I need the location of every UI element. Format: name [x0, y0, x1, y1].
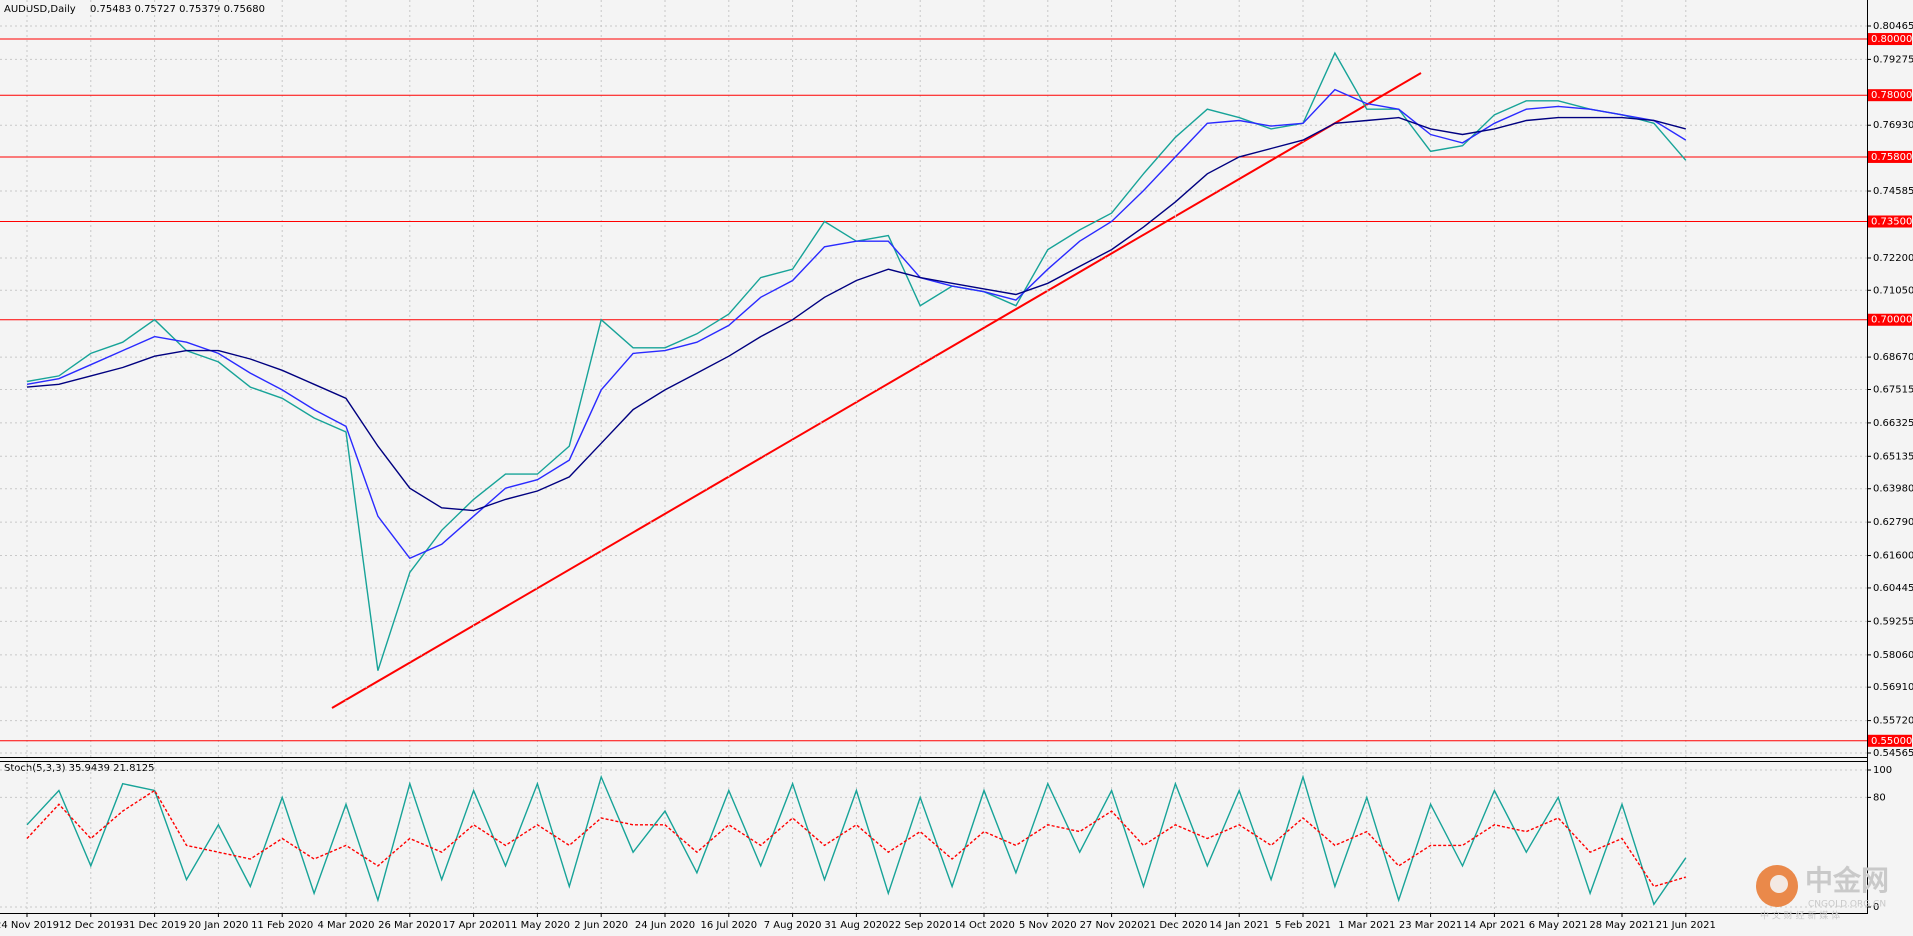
level-label: 0.55000: [1871, 736, 1912, 747]
x-tick-label: 14 Oct 2020: [953, 920, 1015, 931]
level-label-box: [1868, 313, 1912, 326]
x-tick-label: 21 Jun 2021: [1656, 920, 1716, 931]
series-line: [26, 774, 1687, 906]
x-tick-label: 20 Jan 2020: [188, 920, 248, 931]
x-tick-label: 11 May 2020: [505, 920, 570, 931]
y-tick-label: 0.79275: [1873, 54, 1913, 65]
x-tick-label: 14 Jan 2021: [1209, 920, 1269, 931]
level-label: 0.78000: [1871, 90, 1912, 101]
y-tick-label: 0.59255: [1873, 616, 1913, 627]
level-label: 0.73500: [1871, 217, 1912, 228]
x-tick-label: 14 Apr 2021: [1463, 920, 1525, 931]
y-tick-label: 0.58060: [1873, 650, 1913, 661]
y-tick-label: 0.80465: [1873, 21, 1913, 32]
y-tick-label: 0.54565: [1873, 748, 1913, 759]
x-tick-label: 24 Nov 2019: [0, 920, 59, 931]
x-tick-label: 31 Aug 2020: [824, 920, 888, 931]
x-tick-label: 5 Nov 2020: [1019, 920, 1077, 931]
watermark: 中金网 CNGOLD.ORG.CN 中 文 财 经 新 媒 体: [1756, 864, 1889, 922]
x-tick-label: 5 Feb 2021: [1275, 920, 1331, 931]
y-tick-label: 0.71050: [1873, 285, 1913, 296]
y-tick-label: 0.72200: [1873, 253, 1913, 264]
x-tick-label: 23 Mar 2021: [1399, 920, 1462, 931]
indicator-title: Stoch(5,3,3) 35.9439 21.8125: [4, 763, 155, 774]
y-tick-label: 0.56910: [1873, 682, 1913, 693]
x-tick-label: 16 Jul 2020: [700, 920, 757, 931]
y-tick-label: 0: [1873, 902, 1879, 913]
x-tick-label: 22 Sep 2020: [889, 920, 952, 931]
x-tick-label: 21 Dec 2020: [1143, 920, 1207, 931]
level-label-box: [1868, 150, 1912, 163]
level-label-box: [1868, 33, 1912, 46]
y-tick-label: 0.66325: [1873, 418, 1913, 429]
y-tick-label: 80: [1873, 792, 1886, 803]
y-tick-label: 0.60445: [1873, 583, 1913, 594]
x-tick-label: 27 Nov 2020: [1080, 920, 1144, 931]
x-tick-label: 17 Apr 2020: [443, 920, 505, 931]
x-tick-label: 6 May 2021: [1529, 920, 1588, 931]
x-tick-label: 7 Aug 2020: [764, 920, 822, 931]
level-label: 0.75800: [1871, 152, 1912, 163]
level-label-box: [1868, 89, 1912, 102]
series-line: [26, 88, 1687, 560]
x-tick-label: 31 Dec 2019: [123, 920, 187, 931]
y-tick-label: 0.55720: [1873, 716, 1913, 727]
series-line: [26, 789, 1686, 888]
level-label-box: [1868, 734, 1912, 747]
x-tick-label: 28 May 2021: [1589, 920, 1654, 931]
y-tick-label: 0.63980: [1873, 484, 1913, 495]
series-line: [26, 116, 1686, 512]
watermark-brand: 中金网: [1805, 864, 1889, 897]
watermark-site: CNGOLD.ORG.CN: [1808, 900, 1886, 910]
ohlc: 0.75483 0.75727 0.75379 0.75680: [90, 4, 265, 15]
y-tick-label: 100: [1873, 765, 1892, 776]
symbol: AUDUSD,Daily: [4, 4, 76, 15]
y-tick-label: 0.61600: [1873, 551, 1913, 562]
x-tick-label: 2 Jun 2020: [574, 920, 628, 931]
x-tick-label: 1 Mar 2021: [1338, 920, 1395, 931]
x-tick-label: 11 Feb 2020: [251, 920, 313, 931]
level-label-box: [1868, 215, 1912, 228]
level-label: 0.70000: [1871, 315, 1912, 326]
y-tick-label: 0.68670: [1873, 352, 1913, 363]
x-tick-label: 12 Dec 2019: [59, 920, 123, 931]
x-tick-label: 26 Mar 2020: [378, 920, 441, 931]
x-tick-label: 24 Jun 2020: [635, 920, 695, 931]
y-tick-label: 0.76930: [1873, 120, 1913, 131]
level-label: 0.80000: [1871, 34, 1912, 45]
y-tick-label: 0.67515: [1873, 385, 1913, 396]
y-tick-label: 0.65135: [1873, 451, 1913, 462]
watermark-logo: [1770, 875, 1788, 893]
y-tick-label: 0.62790: [1873, 517, 1913, 528]
y-tick-label: 0.74585: [1873, 186, 1913, 197]
watermark-tagline: 中 文 财 经 新 媒 体: [1760, 910, 1840, 922]
x-tick-label: 4 Mar 2020: [317, 920, 374, 931]
trendline: [331, 72, 1422, 709]
